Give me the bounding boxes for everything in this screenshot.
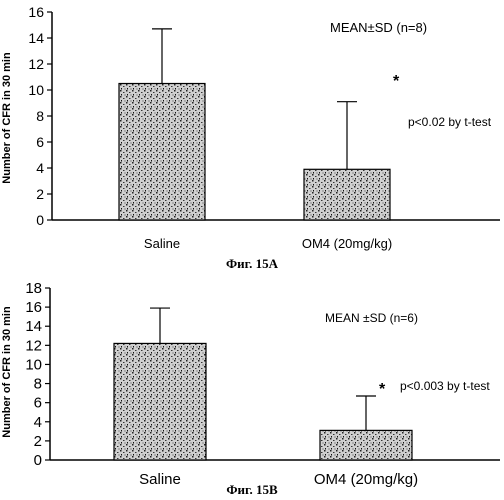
chart-b-y-tick-label: 0	[34, 452, 42, 469]
chart-b-category-label: OM4 (20mg/kg)	[314, 471, 418, 488]
chart-a-bar	[119, 84, 205, 221]
chart-b-y-tick-label: 14	[25, 318, 42, 335]
chart-a-bar	[304, 169, 390, 220]
chart-a-y-tick-label: 8	[36, 108, 44, 124]
chart-b-bar	[114, 343, 206, 460]
chart-b-y-tick-label: 4	[34, 414, 42, 431]
chart-b-significance-annotation: p<0.003 by t-test	[400, 379, 490, 393]
chart-a-y-axis-label: Number of CFR in 30 min	[1, 52, 13, 184]
chart-a-bars: Saline OM4 (20mg/kg)	[119, 29, 392, 251]
chart-b-bar	[320, 430, 412, 460]
chart-b-significance-star: *	[379, 381, 386, 398]
chart-a: 0 2 4 6 8 10 12 14 16 Number of CFR in 30 min Sa…	[1, 4, 500, 271]
chart-b-y-tick-label: 16	[25, 299, 42, 316]
chart-a-y-tick-label: 4	[36, 160, 44, 176]
chart-b-y-tick-label: 12	[25, 337, 42, 354]
chart-b: 024681012141618 Number of CFR in 30 min …	[1, 280, 500, 497]
chart-a-y-tick-label: 0	[36, 212, 44, 228]
chart-b-y-axis: 0 2 4 6 8 10 12 14 16 18	[25, 280, 500, 469]
chart-b-y-axis-label: Number of CFR in 30 min	[1, 306, 13, 438]
chart-a-y-tick-label: 10	[28, 82, 44, 98]
chart-a-y-tick-label: 2	[36, 186, 44, 202]
chart-a-significance-star: *	[393, 73, 400, 90]
chart-a-y-tick-label: 12	[28, 56, 44, 72]
chart-b-y-tick-label: 18	[25, 280, 42, 297]
chart-a-category-label: Saline	[144, 236, 180, 251]
chart-a-significance-annotation: p<0.02 by t-test	[408, 115, 492, 129]
chart-b-category-label: Saline	[139, 471, 181, 488]
chart-a-stats-annotation: MEAN±SD (n=8)	[330, 20, 427, 35]
chart-b-bars: Saline OM4 (20mg/kg)	[114, 308, 418, 488]
chart-b-caption: Фиг. 15В	[226, 482, 278, 497]
chart-b-y-tick-label: 10	[25, 356, 42, 373]
chart-a-category-label: OM4 (20mg/kg)	[302, 236, 392, 251]
chart-b-y-tick-label: 2	[34, 433, 42, 450]
chart-a-y-tick-label: 14	[28, 30, 44, 46]
chart-b-y-tick-label: 6	[34, 395, 42, 412]
chart-a-y-tick-label: 16	[28, 4, 44, 20]
chart-a-y-tick-label: 6	[36, 134, 44, 150]
chart-b-stats-annotation: MEAN ±SD (n=6)	[325, 311, 418, 325]
chart-b-y-tick-label: 8	[34, 376, 42, 393]
chart-a-caption: Фиг. 15А	[226, 256, 279, 271]
